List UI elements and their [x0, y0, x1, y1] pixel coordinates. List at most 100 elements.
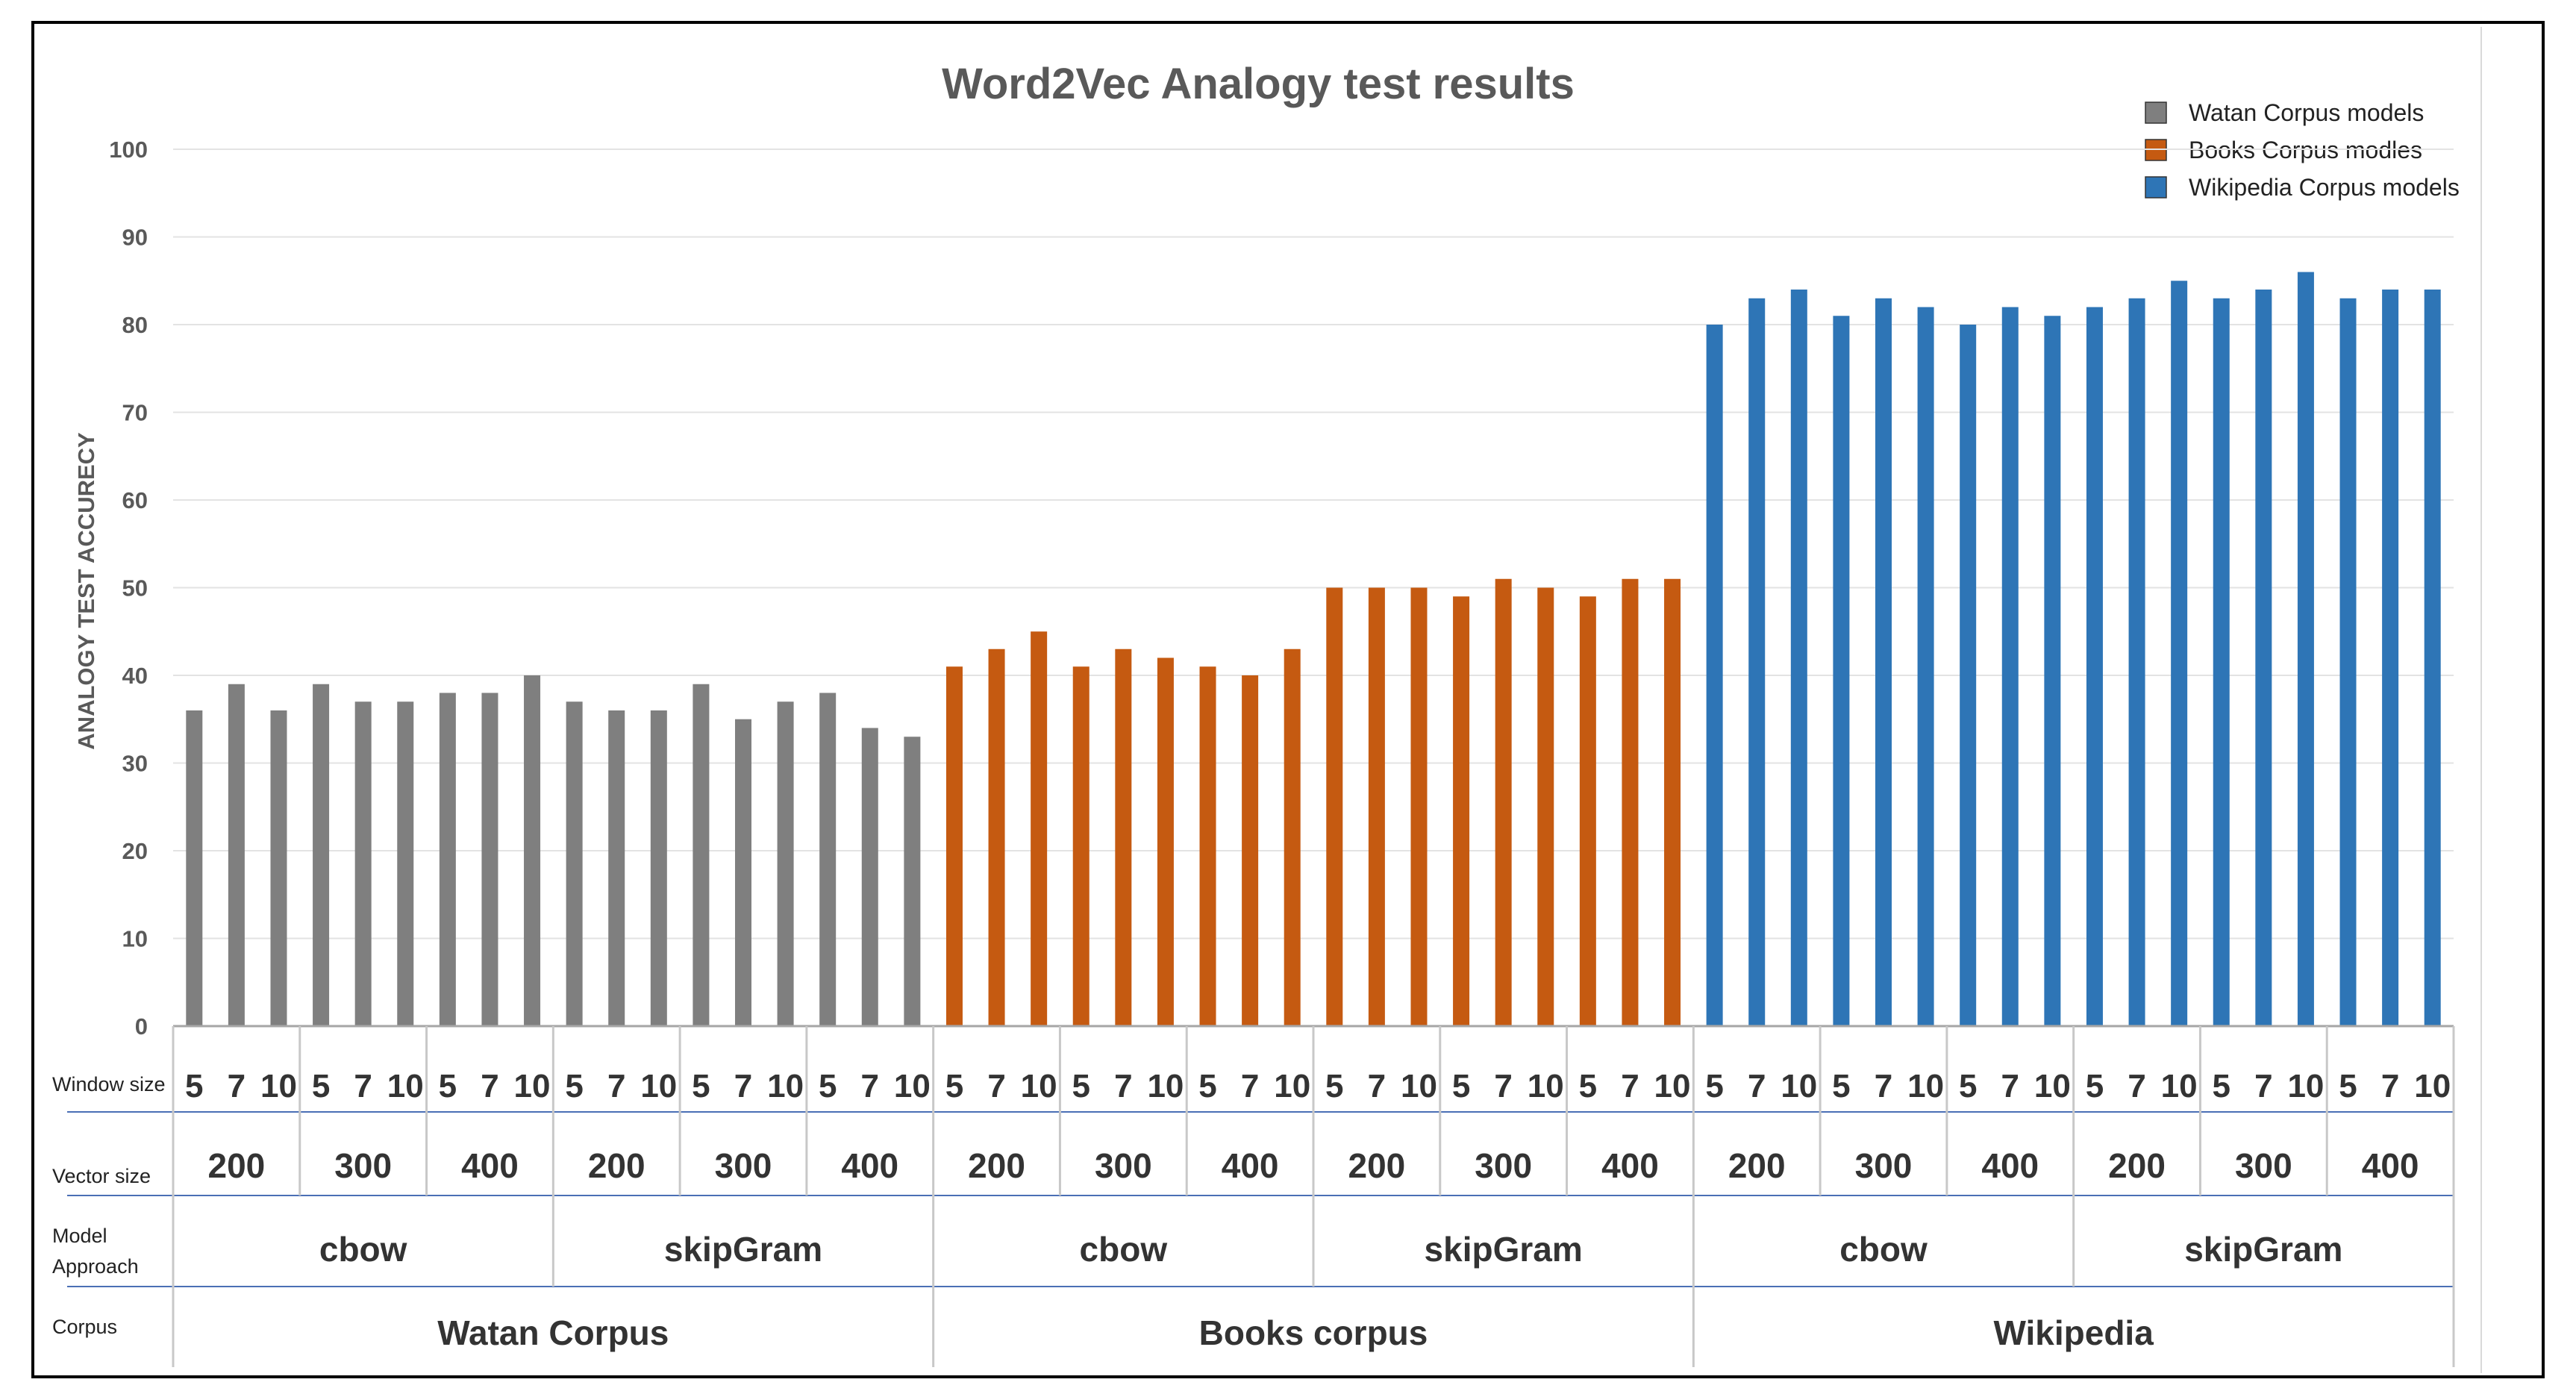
- chart-title: Word2Vec Analogy test results: [942, 60, 1575, 108]
- window-size-label: 10: [2034, 1068, 2071, 1104]
- bar: [566, 701, 583, 1026]
- bar: [313, 684, 330, 1026]
- y-tick-label: 30: [122, 751, 148, 777]
- bar: [1537, 587, 1554, 1026]
- y-tick-label: 10: [122, 926, 148, 952]
- gridlines: [173, 149, 2454, 940]
- window-size-label: 7: [1114, 1068, 1132, 1104]
- bar: [354, 701, 372, 1026]
- bar: [397, 701, 414, 1026]
- window-size-label: 5: [1325, 1068, 1343, 1104]
- window-size-label: 7: [1368, 1068, 1386, 1104]
- legend-label: Watan Corpus models: [2189, 99, 2424, 126]
- window-size-label: 10: [1021, 1068, 1057, 1104]
- category-axis-table: Window size Vector size Model Approach Corpu…: [52, 1025, 2455, 1367]
- window-size-label: 5: [1198, 1068, 1216, 1104]
- vector-size-label: 400: [1981, 1146, 2039, 1185]
- window-size-label: 5: [565, 1068, 583, 1104]
- bar: [2255, 290, 2272, 1026]
- model-approach-label: cbow: [319, 1230, 407, 1269]
- y-tick-label: 90: [122, 225, 148, 251]
- vector-size-label: 200: [968, 1146, 1025, 1185]
- bar: [1199, 666, 1216, 1026]
- bar: [1031, 631, 1048, 1026]
- window-size-label: 7: [228, 1068, 246, 1104]
- window-size-label: 10: [767, 1068, 804, 1104]
- window-size-label: 5: [2212, 1068, 2230, 1104]
- bar: [2086, 307, 2103, 1026]
- bar: [1115, 648, 1132, 1026]
- window-size-label: 7: [1241, 1068, 1259, 1104]
- vector-size-label: 200: [2108, 1146, 2166, 1185]
- vector-size-label: 200: [1348, 1146, 1406, 1185]
- window-size-label: 10: [260, 1068, 297, 1104]
- corpus-label: Wikipedia: [1994, 1313, 2154, 1352]
- bar: [1453, 596, 1470, 1026]
- model-approach-label: cbow: [1839, 1230, 1928, 1269]
- bar: [1622, 578, 1639, 1026]
- window-size-label: 10: [387, 1068, 424, 1104]
- bar: [186, 710, 203, 1026]
- bar: [1664, 578, 1681, 1026]
- bar: [2171, 281, 2188, 1026]
- y-axis-label: ANALOGY TEST ACCURECY: [73, 432, 99, 750]
- window-size-label: 10: [894, 1068, 931, 1104]
- window-size-label: 7: [481, 1068, 498, 1104]
- bar: [1875, 298, 1892, 1026]
- corpus-label: Watan Corpus: [437, 1313, 669, 1352]
- legend-swatch: [2145, 176, 2167, 199]
- window-size-label: 7: [2001, 1068, 2019, 1104]
- legend-label: Wikipedia Corpus models: [2189, 174, 2460, 201]
- window-size-label: 10: [1907, 1068, 1944, 1104]
- bar: [1157, 657, 1174, 1026]
- row-label-corpus: Corpus: [52, 1316, 117, 1338]
- bar: [2044, 316, 2061, 1026]
- window-size-label: 10: [2161, 1068, 2198, 1104]
- vector-size-label: 400: [841, 1146, 898, 1185]
- bar: [1495, 578, 1512, 1026]
- window-size-label: 10: [640, 1068, 677, 1104]
- vector-size-label: 400: [1601, 1146, 1659, 1185]
- window-size-label: 7: [1875, 1068, 1892, 1104]
- window-size-label: 5: [2339, 1068, 2357, 1104]
- bar: [988, 648, 1005, 1026]
- window-size-label: 5: [439, 1068, 457, 1104]
- bar: [1748, 298, 1766, 1026]
- window-size-label: 10: [1274, 1068, 1310, 1104]
- y-tick-label: 100: [109, 137, 148, 163]
- vector-size-label: 300: [1855, 1146, 1913, 1185]
- bar: [1072, 666, 1090, 1026]
- window-size-label: 7: [2381, 1068, 2399, 1104]
- window-size-label: 7: [734, 1068, 752, 1104]
- vector-size-label: 400: [1222, 1146, 1279, 1185]
- bar: [2297, 272, 2314, 1026]
- bar: [1579, 596, 1596, 1026]
- legend-swatch: [2145, 101, 2167, 124]
- bar: [693, 684, 710, 1026]
- vector-size-label: 300: [2235, 1146, 2292, 1185]
- vector-size-label: 300: [334, 1146, 392, 1185]
- window-size-label: 10: [514, 1068, 551, 1104]
- window-size-label: 5: [1072, 1068, 1090, 1104]
- corpus-label: Books corpus: [1199, 1313, 1428, 1352]
- y-tick-label: 50: [122, 575, 148, 601]
- window-size-label: 5: [1959, 1068, 1977, 1104]
- window-size-label: 5: [1579, 1068, 1597, 1104]
- bar: [735, 719, 751, 1026]
- vector-size-label: 200: [1728, 1146, 1786, 1185]
- window-size-label: 7: [987, 1068, 1005, 1104]
- window-size-label: 10: [1654, 1068, 1691, 1104]
- bar: [945, 666, 963, 1026]
- window-size-label: 5: [185, 1068, 203, 1104]
- window-size-label: 5: [1832, 1068, 1850, 1104]
- window-size-label: 7: [1621, 1068, 1639, 1104]
- bar: [1284, 648, 1301, 1026]
- bar: [1410, 587, 1428, 1026]
- window-size-label: 10: [1401, 1068, 1437, 1104]
- model-approach-label: cbow: [1080, 1230, 1168, 1269]
- window-size-label: 10: [2414, 1068, 2451, 1104]
- bar: [1960, 325, 1977, 1026]
- window-size-label: 7: [2254, 1068, 2272, 1104]
- window-size-label: 5: [312, 1068, 330, 1104]
